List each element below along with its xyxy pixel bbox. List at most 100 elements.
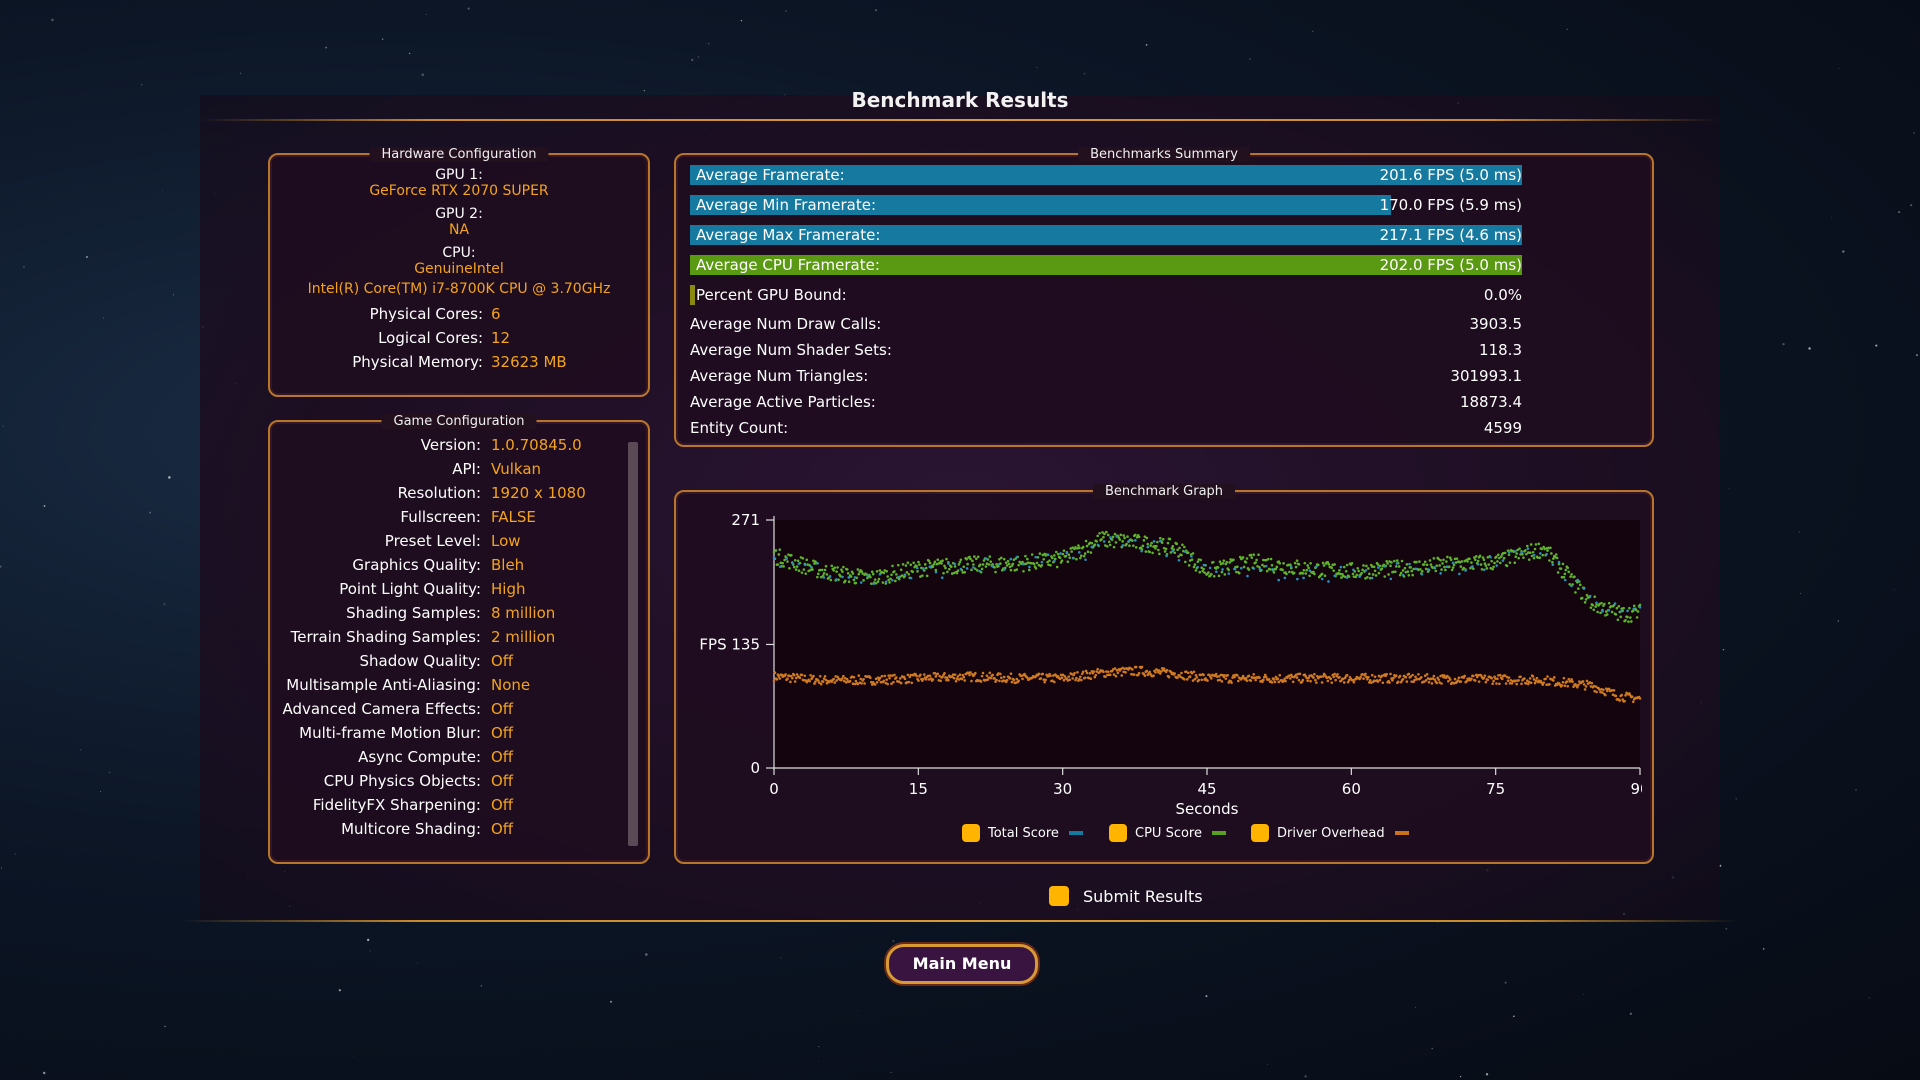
config-row: Resolution: 1920 x 1080: [270, 484, 630, 502]
data-point: [1440, 568, 1443, 571]
data-point: [1345, 673, 1349, 677]
data-point: [807, 569, 810, 573]
data-point: [1282, 562, 1285, 565]
data-point: [1223, 573, 1227, 576]
data-point: [1237, 571, 1241, 575]
row-key: Advanced Camera Effects:: [282, 700, 481, 718]
series-total-score: [772, 535, 1642, 613]
data-point: [1262, 558, 1265, 562]
data-point: [1492, 565, 1495, 569]
data-point: [1589, 606, 1593, 609]
data-point: [1607, 687, 1611, 691]
data-point: [1015, 677, 1019, 681]
data-point: [936, 558, 940, 562]
row-value: Off: [491, 748, 514, 766]
checkbox-icon[interactable]: [1109, 824, 1127, 842]
data-point: [847, 576, 851, 579]
data-point: [1507, 676, 1511, 679]
data-point: [778, 565, 782, 568]
legend-item[interactable]: Driver Overhead: [1251, 824, 1409, 842]
data-point: [876, 580, 880, 583]
data-point: [794, 676, 798, 680]
data-point: [1021, 560, 1024, 564]
data-point: [1336, 673, 1339, 676]
data-point: [1003, 568, 1006, 571]
data-point: [1491, 682, 1494, 686]
data-point: [1190, 671, 1194, 675]
data-point: [824, 678, 828, 682]
data-point: [1150, 541, 1153, 545]
data-point: [783, 558, 786, 562]
scrollbar[interactable]: [628, 442, 638, 846]
data-point: [1364, 568, 1368, 572]
data-point: [1603, 602, 1606, 606]
data-point: [954, 679, 958, 683]
star: [408, 52, 411, 55]
data-point: [1600, 601, 1603, 605]
data-point: [1306, 679, 1309, 683]
data-point: [1202, 563, 1206, 567]
data-point: [1418, 560, 1421, 563]
data-point: [1352, 568, 1355, 572]
data-point: [1037, 672, 1041, 676]
legend-item[interactable]: Total Score: [962, 824, 1083, 842]
summary-bar: Average Min Framerate: 170.0 FPS (5.9 ms): [690, 195, 1522, 215]
config-row: Version: 1.0.70845.0: [270, 436, 630, 454]
data-point: [961, 571, 965, 574]
data-point: [1630, 695, 1634, 698]
data-point: [1114, 541, 1118, 544]
checkbox-icon[interactable]: [962, 824, 980, 842]
data-point: [1525, 552, 1528, 556]
data-point: [863, 682, 866, 685]
bar-value: 202.0 FPS (5.0 ms): [1379, 256, 1522, 274]
legend-item[interactable]: CPU Score: [1109, 824, 1226, 842]
data-point: [1190, 558, 1194, 561]
data-point: [1227, 568, 1230, 572]
data-point: [1105, 530, 1108, 534]
data-point: [1444, 568, 1447, 572]
data-point: [1408, 562, 1411, 566]
star: [1800, 593, 1801, 594]
star: [425, 13, 427, 15]
main-menu-button[interactable]: Main Menu: [886, 944, 1038, 984]
data-point: [816, 562, 819, 565]
data-point: [1531, 675, 1535, 678]
data-point: [795, 565, 799, 568]
data-point: [1183, 677, 1186, 681]
data-point: [835, 570, 838, 573]
data-point: [1368, 681, 1371, 684]
data-point: [1077, 544, 1080, 547]
data-point: [1030, 553, 1034, 556]
data-point: [871, 572, 875, 576]
data-point: [912, 561, 915, 565]
data-point: [1483, 562, 1487, 565]
data-point: [878, 569, 882, 572]
data-point: [1105, 673, 1109, 677]
data-point: [1631, 700, 1635, 704]
star: [1910, 204, 1913, 207]
data-point: [1396, 680, 1400, 684]
logical-cores-row: Logical Cores: 12: [270, 329, 648, 347]
data-point: [1434, 569, 1438, 573]
data-point: [1578, 580, 1581, 583]
data-point: [1203, 571, 1206, 574]
data-point: [1537, 542, 1541, 546]
data-point: [940, 576, 944, 579]
submit-results-toggle[interactable]: Submit Results: [1049, 886, 1203, 906]
data-point: [1514, 555, 1518, 558]
config-row: Shading Samples: 8 million: [270, 604, 630, 622]
data-point: [1551, 560, 1554, 564]
data-point: [1267, 677, 1271, 681]
data-point: [1185, 678, 1189, 681]
data-point: [1547, 546, 1550, 550]
checkbox-icon[interactable]: [1251, 824, 1269, 842]
data-point: [1517, 556, 1520, 560]
data-point: [1027, 568, 1031, 572]
data-point: [1263, 675, 1266, 679]
summary-stat-row: Average Num Draw Calls: 3903.5: [690, 315, 1522, 333]
data-point: [1159, 670, 1163, 673]
data-point: [1499, 673, 1502, 677]
data-point: [928, 674, 932, 678]
data-point: [1044, 678, 1047, 682]
checkbox-icon[interactable]: [1049, 886, 1069, 906]
